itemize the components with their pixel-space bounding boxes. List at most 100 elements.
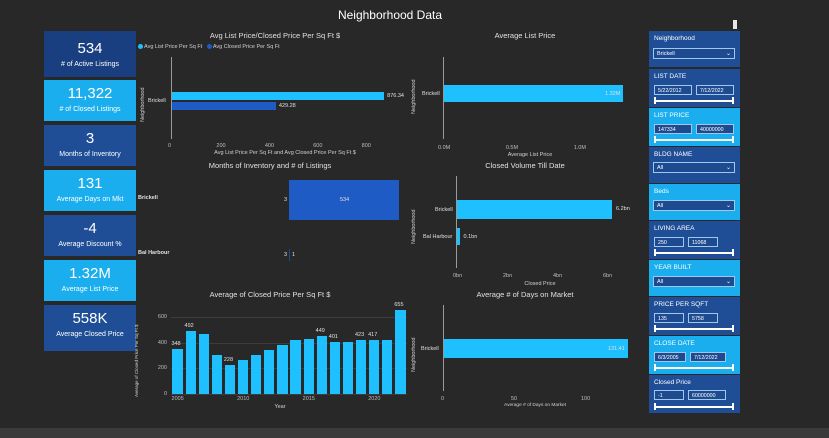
range-slider-handle-max[interactable] (732, 325, 734, 332)
data-label: 401 (328, 334, 338, 341)
slicer-year-built[interactable]: YEAR BUILT All ⌄ (649, 260, 740, 296)
neighborhood-dropdown[interactable]: Brickell ⌄ (653, 48, 735, 59)
range-slider-handle-max[interactable] (732, 249, 734, 256)
data-label: 429.28 (278, 103, 296, 109)
range-slider-handle-max[interactable] (732, 97, 734, 104)
kpi-value: -4 (83, 220, 97, 237)
slicer-price-per-sqft[interactable]: PRICE PER SQFT 135 5758 (649, 297, 740, 335)
range-slider-handle-min[interactable] (654, 364, 656, 371)
data-label: 492 (184, 322, 194, 329)
bar (290, 340, 301, 394)
slicer-living-area[interactable]: LIVING AREA 250 11068 (649, 221, 740, 259)
tick-label: 0 (441, 396, 445, 402)
bar (185, 330, 196, 394)
slicer-list-price[interactable]: LIST PRICE 147334 40000000 (649, 108, 740, 146)
range-slider-handle-max[interactable] (732, 403, 734, 410)
list-price-max-input[interactable]: 40000000 (696, 124, 734, 134)
price-per-sqft-min-input[interactable]: 135 (654, 313, 684, 323)
y-tick-label: 0 (163, 391, 167, 397)
kpi-label: # of Active Listings (61, 61, 119, 68)
x-axis-label: Average List Price (507, 152, 553, 158)
bar (237, 360, 249, 394)
range-slider-track[interactable] (655, 252, 733, 254)
kpi-value: 131 (77, 175, 103, 192)
range-slider-handle-min[interactable] (654, 97, 656, 104)
slicer-beds[interactable]: Beds All ⌄ (649, 184, 740, 220)
x-axis-label: Average # of Days on Market (503, 403, 567, 408)
range-slider-track[interactable] (655, 328, 733, 330)
kpi-months-of-inventory: 3 Months of Inventory (44, 125, 136, 166)
data-label: 655 (394, 301, 404, 308)
bar (211, 354, 222, 394)
year-built-dropdown[interactable]: All ⌄ (653, 276, 735, 287)
kpi-average-discount: -4 Average Discount % (44, 215, 136, 256)
living-area-min-input[interactable]: 250 (654, 237, 684, 247)
chevron-down-icon: ⌄ (725, 279, 731, 285)
range-slider-handle-min[interactable] (654, 249, 656, 256)
range-slider-handle-min[interactable] (654, 325, 656, 332)
living-area-max-input[interactable]: 11068 (688, 237, 718, 247)
legend-swatch (138, 44, 143, 50)
bar (251, 355, 262, 394)
scrollbar-handle[interactable] (733, 20, 737, 29)
slicer-closed-price[interactable]: Closed Price -1 60000000 (649, 375, 740, 413)
range-slider-track[interactable] (655, 100, 733, 102)
tick-label: 0 (168, 143, 172, 149)
range-slider-handle-min[interactable] (654, 403, 656, 410)
list-price-min-input[interactable]: 147334 (654, 124, 692, 134)
list-date-from-input[interactable]: 5/22/2012 (654, 85, 692, 95)
close-date-to-input[interactable]: 7/12/2022 (690, 352, 726, 362)
bar (355, 339, 367, 394)
bar (277, 344, 288, 394)
price-per-sqft-max-input[interactable]: 5758 (688, 313, 718, 323)
bldg-name-dropdown[interactable]: All ⌄ (653, 162, 735, 173)
range-slider-handle-max[interactable] (732, 364, 734, 371)
slicer-neighborhood[interactable]: Neighborhood Brickell ⌄ (649, 31, 740, 67)
tick-label: 1.0M (573, 145, 586, 151)
bar (444, 85, 624, 102)
slicer-title: BLDG NAME (654, 151, 693, 158)
tick-label: 6bn (603, 273, 613, 279)
y-axis-line (456, 176, 457, 268)
kpi-label: Average Days on Mkt (56, 196, 124, 203)
slicer-title: LIST DATE (654, 73, 687, 80)
slicer-title: Beds (654, 188, 669, 195)
tick-label: 200 (216, 143, 226, 149)
data-label: 0.1bn (463, 234, 478, 240)
data-label: 534 (340, 197, 350, 203)
chart-title: Average # of Days on Market (476, 290, 574, 299)
data-label: 3 (284, 252, 288, 258)
x-axis-label: Closed Price (524, 281, 556, 287)
gridline (171, 342, 407, 344)
slicer-title: Neighborhood (654, 35, 695, 42)
closed-price-max-input[interactable]: 60000000 (688, 390, 726, 400)
bar (289, 249, 290, 261)
category-label: Brickell (138, 195, 158, 201)
chevron-down-icon: ⌄ (725, 51, 731, 57)
tick-label: 0bn (453, 273, 463, 279)
category-label: Brickell (421, 346, 439, 352)
range-slider-handle-min[interactable] (654, 136, 656, 143)
slicer-list-date[interactable]: LIST DATE 5/22/2012 7/12/2022 (649, 69, 740, 107)
range-slider-track[interactable] (655, 367, 733, 369)
slicer-bldg-name[interactable]: BLDG NAME All ⌄ (649, 147, 740, 183)
range-slider-track[interactable] (655, 139, 733, 141)
list-date-to-input[interactable]: 7/12/2022 (696, 85, 734, 95)
dropdown-value: All (657, 165, 664, 171)
data-label: 1 (292, 252, 296, 258)
slicer-close-date[interactable]: CLOSE DATE 6/3/2005 7/12/2022 (649, 336, 740, 374)
range-slider-handle-max[interactable] (732, 136, 734, 143)
y-axis-label: Average of Closed Price Per Sq Ft $ (134, 324, 139, 397)
kpi-average-days-on-market: 131 Average Days on Mkt (44, 170, 136, 211)
close-date-from-input[interactable]: 6/3/2005 (654, 352, 686, 362)
kpi-value: 3 (85, 130, 95, 147)
x-axis-label: Avg List Price Per Sq Ft and Avg Closed … (214, 150, 356, 156)
range-slider-track[interactable] (655, 406, 733, 408)
slicer-title: YEAR BUILT (654, 264, 692, 271)
bar (444, 339, 628, 358)
tick-label: 600 (313, 143, 323, 149)
beds-dropdown[interactable]: All ⌄ (653, 200, 735, 211)
closed-price-min-input[interactable]: -1 (654, 390, 684, 400)
x-tick-label: 2015 (302, 396, 315, 402)
kpi-label: Average List Price (61, 286, 119, 293)
